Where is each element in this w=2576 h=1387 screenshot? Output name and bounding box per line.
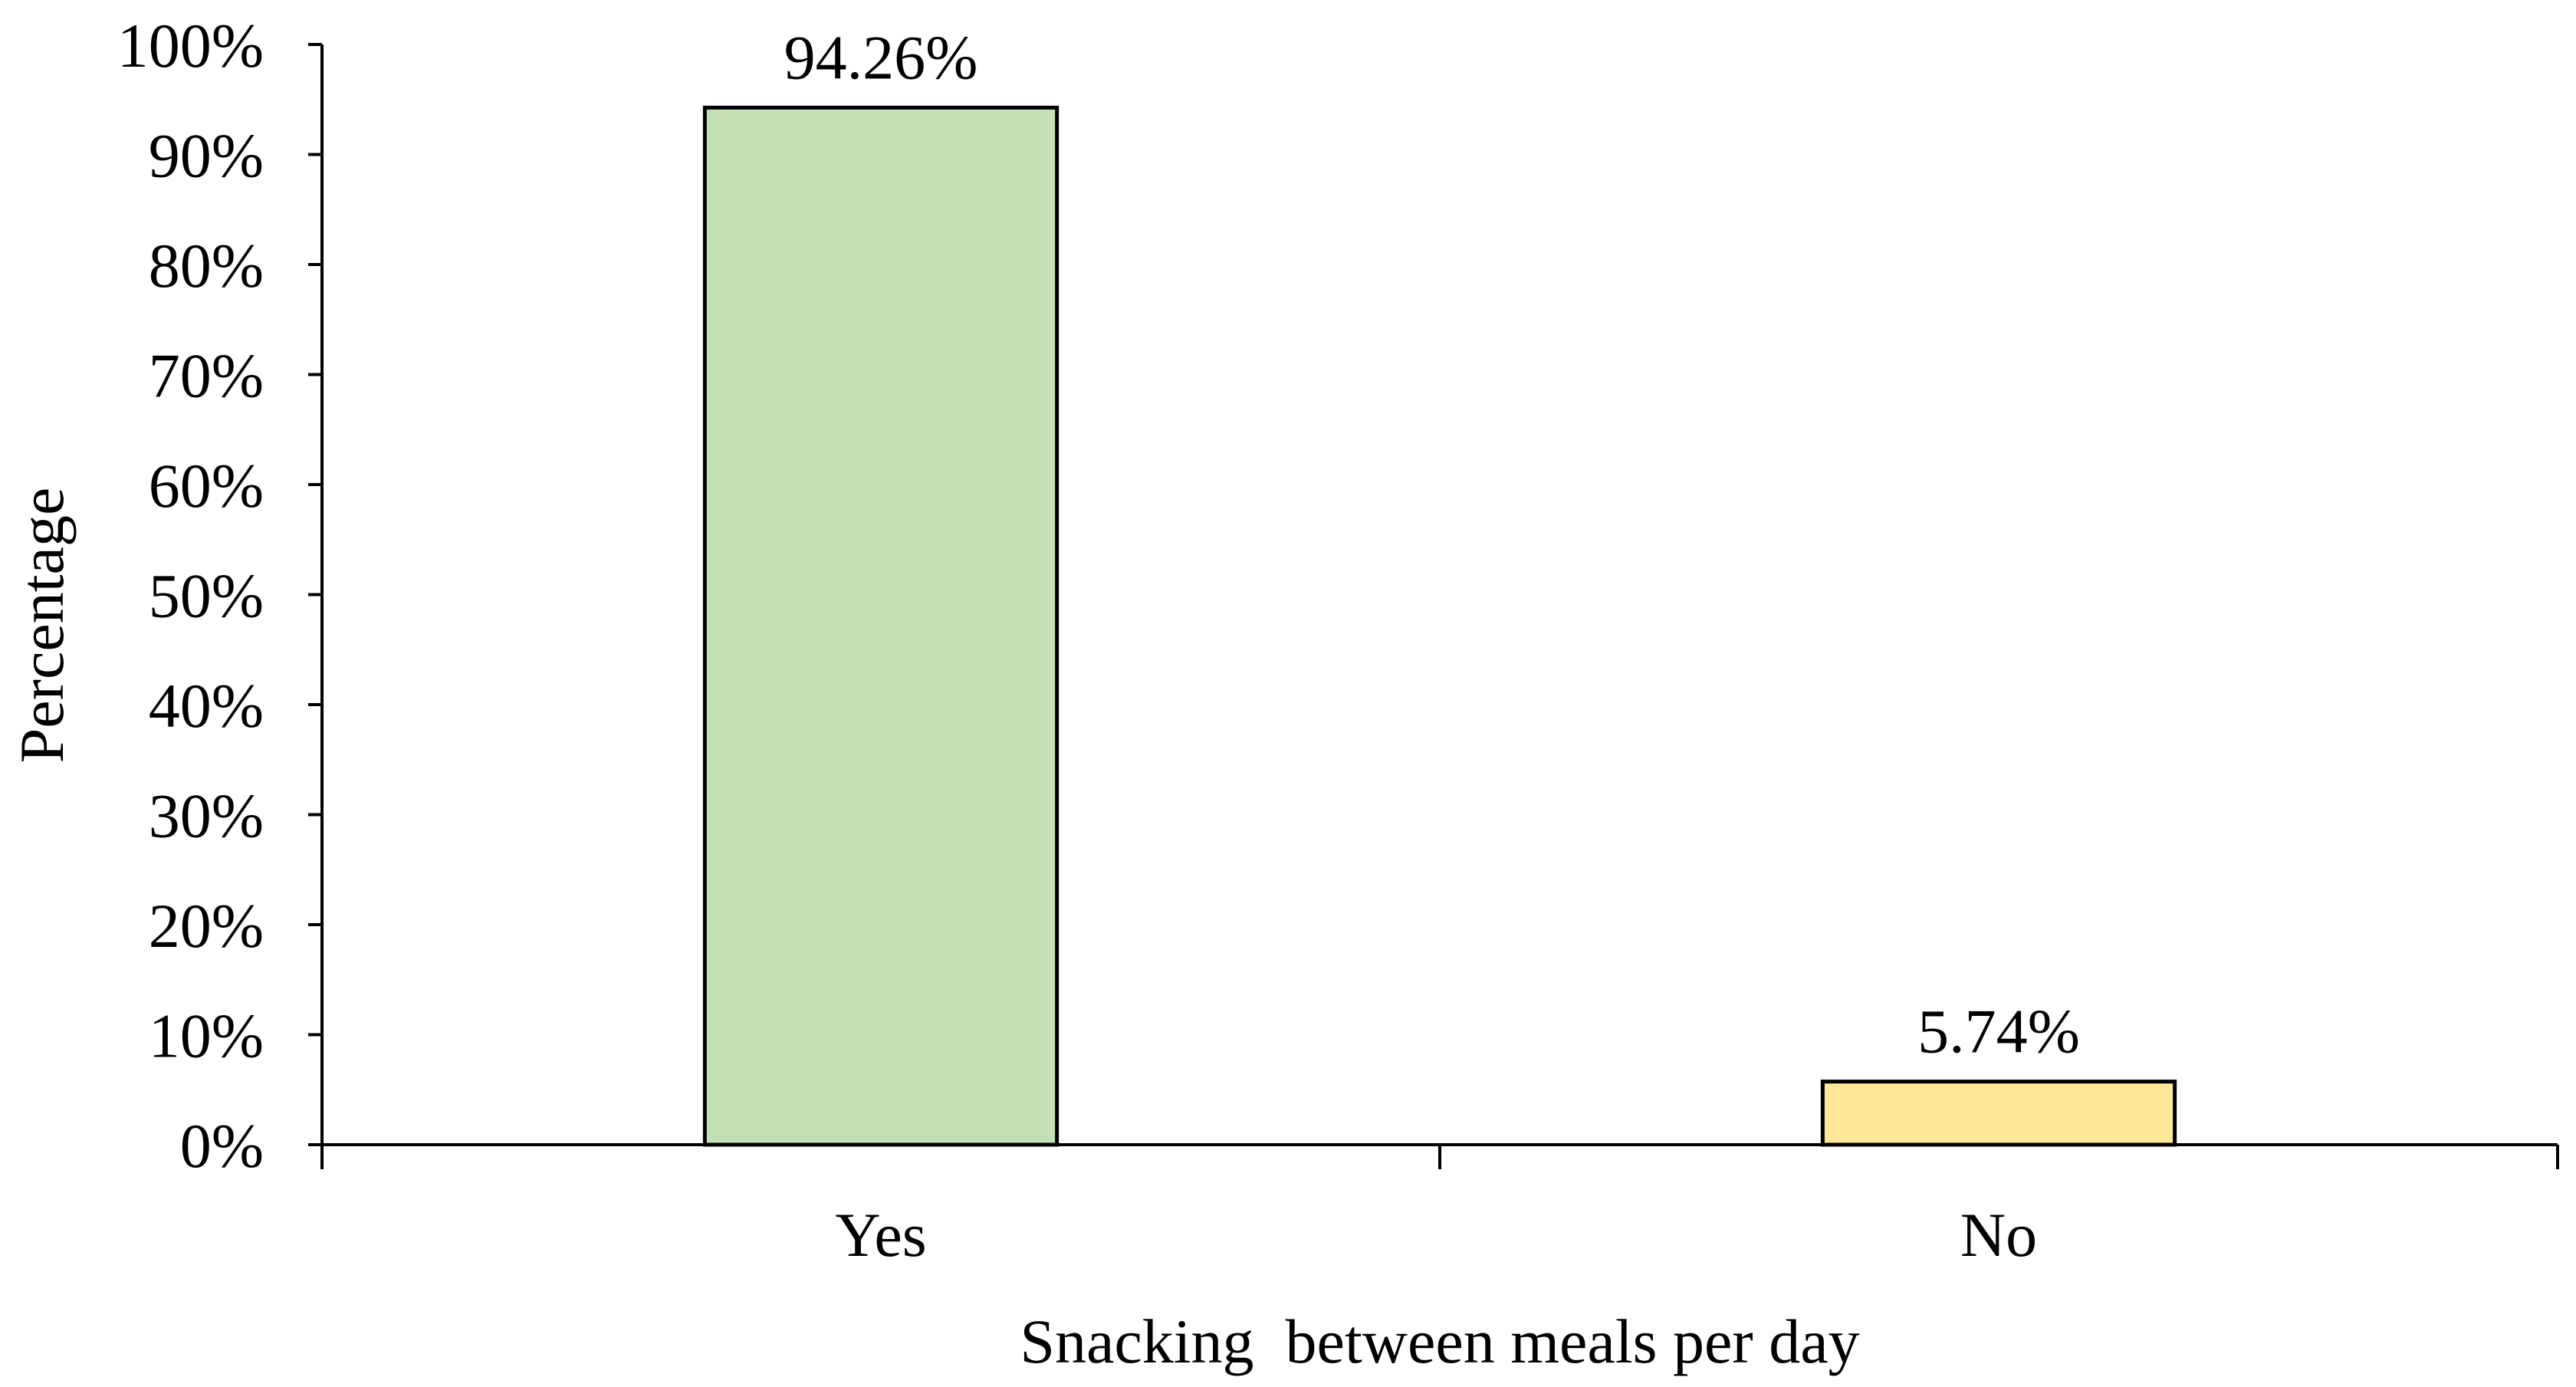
bar-yes: [702, 105, 1060, 1147]
y-tick-label: 0%: [180, 1111, 264, 1181]
bar-no: [1820, 1080, 2177, 1147]
data-label-yes: 94.26%: [784, 22, 978, 92]
x-axis-ticks: Yes No: [320, 1145, 2559, 1270]
category-label-yes: Yes: [835, 1200, 926, 1270]
bars: [702, 105, 2177, 1147]
data-labels: 94.26% 5.74%: [784, 22, 2080, 1066]
y-tick-label: 90%: [149, 121, 264, 191]
x-axis-title: Snacking between meals per day: [1020, 1306, 1859, 1376]
y-tick-label: 30%: [149, 781, 264, 851]
y-tick-label: 70%: [149, 341, 264, 411]
y-tick-label: 20%: [149, 891, 264, 961]
y-tick-label: 100%: [117, 11, 264, 81]
category-label-no: No: [1960, 1200, 2037, 1270]
y-axis-title: Percentage: [7, 488, 77, 764]
y-tick-label: 60%: [149, 451, 264, 521]
y-axis-ticks: 0% 10% 20% 30% 40% 50% 60% 70% 80% 90% 100%: [117, 11, 322, 1181]
data-label-no: 5.74%: [1917, 997, 2080, 1067]
y-tick-label: 10%: [149, 1001, 264, 1071]
y-tick-label: 50%: [149, 561, 264, 631]
y-tick-label: 40%: [149, 671, 264, 741]
y-tick-label: 80%: [149, 231, 264, 301]
